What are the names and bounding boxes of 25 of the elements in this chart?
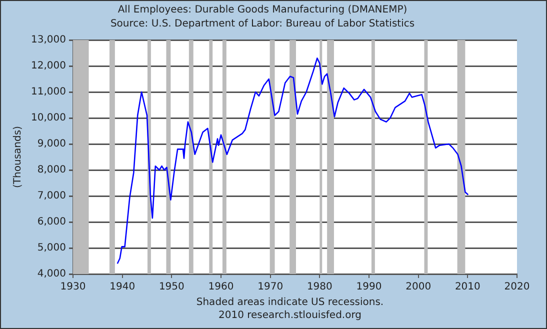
x-tick-label: 1930	[60, 282, 86, 293]
y-tick-label: 9,000	[37, 138, 66, 150]
x-tick-label: 2010	[454, 282, 480, 293]
y-tick-label: 7,000	[37, 190, 66, 202]
y-tick-label: 5,000	[37, 242, 66, 254]
x-tick-label: 2020	[504, 282, 530, 293]
x-tick-label: 1950	[158, 282, 184, 293]
text: 2010 research.stlouisfed.org	[217, 309, 363, 322]
y-tick-label: 8,000	[37, 164, 66, 176]
y-tick-label: 10,000	[30, 112, 66, 124]
x-tick-label: 1940	[110, 282, 136, 293]
y-tick-label: 6,000	[37, 216, 66, 228]
chart-subtitle: Source: U.S. Department of Labor: Bureau of Labor Statistics	[110, 18, 415, 30]
x-tick-label: 1960	[208, 282, 234, 293]
y-tick-label: 12,000	[30, 60, 66, 72]
y-tick-label: 4,000	[37, 268, 66, 280]
x-tick-label: 1980	[306, 282, 332, 293]
y-tick-label: 13,000	[30, 34, 66, 46]
chart-title: All Employees: Durable Goods Manufacturing (DMANEMP)	[118, 4, 408, 16]
x-tick-label: 1970	[258, 282, 284, 293]
y-axis-title: (Thousands)	[12, 126, 24, 188]
text: Shaded areas indicate US recessions.	[195, 296, 385, 309]
x-tick-label: 2000	[406, 282, 432, 293]
y-tick-label: 11,000	[30, 86, 66, 98]
x-tick-label: 1990	[356, 282, 382, 293]
